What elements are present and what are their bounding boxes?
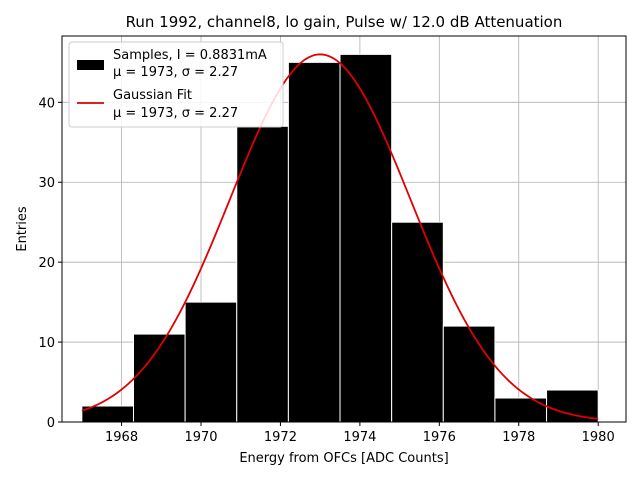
legend-fit-stats: μ = 1973, σ = 2.27 [113,106,238,121]
histogram-bar [132,333,186,423]
histogram-bar [236,125,289,423]
y-tick-label: 40 [38,96,55,111]
legend-bar-swatch [77,60,104,70]
x-tick-label: 1972 [264,430,297,445]
gaussian-fit-curve [81,53,599,420]
x-tick-label: 1978 [502,430,535,445]
y-axis-ticks: 0 10 20 30 40 [38,96,62,431]
legend-samples-stats: μ = 1973, σ = 2.27 [113,65,238,80]
x-axis-ticks: 1968 1970 1972 1974 1976 1978 1980 [105,422,615,445]
histogram-bars [81,53,599,423]
x-tick-label: 1970 [184,430,217,445]
y-tick-label: 30 [38,176,55,191]
legend-box [68,41,284,128]
histogram-bar [442,325,496,423]
x-tick-label: 1974 [343,430,376,445]
legend-fit-label: Gaussian Fit [113,88,192,103]
legend: Samples, I = 0.8831mA μ = 1973, σ = 2.27… [68,41,284,128]
histogram-bar [339,53,393,423]
y-tick-label: 10 [38,336,55,351]
histogram-bar [287,61,341,423]
histogram-bar [391,221,444,423]
y-tick-label: 20 [38,256,55,271]
x-tick-label: 1980 [582,430,615,445]
legend-samples-label: Samples, I = 0.8831mA [113,48,267,63]
histogram-bar [184,301,238,423]
x-axis-label: Energy from OFCs [ADC Counts] [239,451,448,466]
chart-title: Run 1992, channel8, lo gain, Pulse w/ 12… [126,13,563,31]
x-tick-label: 1976 [423,430,456,445]
x-tick-label: 1968 [105,430,138,445]
histogram-bar [546,389,599,423]
gaussian-fit [81,53,599,420]
plot-area-frame [61,35,627,423]
y-tick-label: 0 [47,416,55,431]
y-axis-label: Entries [15,206,30,252]
